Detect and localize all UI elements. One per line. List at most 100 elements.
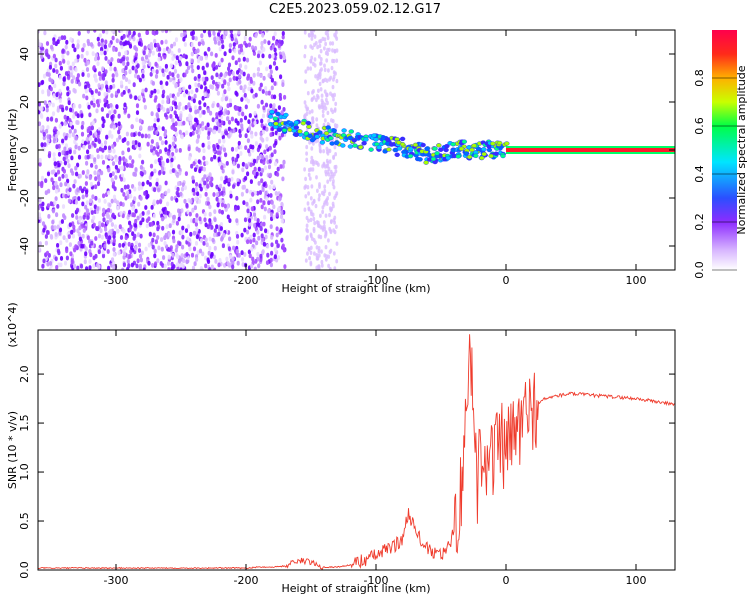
noise-speck — [192, 161, 196, 166]
noise-speck — [82, 93, 86, 99]
noise-speck — [310, 97, 314, 103]
noise-speck — [221, 168, 225, 174]
noise-speck — [331, 109, 335, 115]
noise-speck — [199, 266, 203, 270]
noise-speck — [221, 83, 225, 89]
noise-speck — [259, 73, 263, 78]
noise-speck — [213, 129, 217, 135]
noise-speck — [136, 232, 140, 238]
noise-speck — [61, 48, 65, 54]
noise-speck — [305, 235, 309, 241]
noise-speck — [212, 79, 216, 85]
noise-speck — [126, 184, 130, 190]
noise-speck — [201, 65, 205, 71]
noise-speck — [333, 266, 337, 270]
noise-speck — [184, 89, 189, 95]
noise-speck — [132, 82, 136, 88]
noise-speck — [147, 133, 151, 139]
noise-speck — [323, 188, 327, 194]
noise-speck — [327, 263, 330, 269]
noise-speck — [58, 123, 62, 129]
noise-speck — [57, 162, 61, 168]
noise-speck — [313, 251, 316, 256]
x-tick-label: -100 — [364, 274, 389, 287]
noise-speck — [86, 60, 90, 66]
noise-speck — [74, 244, 78, 250]
noise-speck — [161, 99, 165, 105]
noise-speck — [179, 77, 183, 83]
noise-speck — [136, 63, 140, 69]
noise-speck — [249, 197, 253, 203]
noise-speck — [280, 218, 284, 224]
x-tick-label: -300 — [104, 274, 129, 287]
noise-speck — [306, 251, 309, 256]
noise-speck — [122, 228, 126, 234]
noise-speck — [309, 44, 313, 49]
noise-speck — [215, 192, 219, 197]
noise-speck — [239, 69, 244, 75]
noise-speck — [214, 65, 219, 70]
noise-speck — [225, 161, 229, 166]
noise-speck — [91, 120, 95, 126]
noise-speck — [242, 56, 246, 62]
noise-speck — [195, 213, 199, 218]
noise-speck — [327, 148, 330, 153]
noise-speck — [257, 166, 261, 172]
noise-speck — [183, 42, 187, 47]
noise-speck — [253, 222, 257, 228]
noise-speck — [215, 224, 219, 230]
noise-speck — [218, 161, 222, 167]
noise-speck — [139, 257, 143, 263]
noise-speck — [99, 228, 103, 234]
noise-speck — [84, 84, 88, 90]
track-blob — [314, 134, 320, 139]
noise-speck — [127, 79, 131, 85]
noise-speck — [77, 154, 82, 160]
noise-speck — [208, 267, 212, 270]
noise-speck — [74, 67, 78, 73]
noise-speck — [71, 43, 75, 49]
noise-speck — [41, 89, 45, 95]
noise-speck — [252, 212, 257, 218]
noise-speck — [90, 154, 94, 160]
chart-title: C2E5.2023.059.02.12.G17 — [268, 2, 442, 17]
noise-speck — [107, 239, 111, 245]
noise-speck — [264, 234, 268, 240]
y-tick-label: 0.0 — [18, 561, 31, 579]
noise-speck — [151, 244, 155, 250]
track-blob — [424, 146, 430, 152]
noise-speck — [161, 68, 165, 74]
y-tick-label: 20 — [18, 95, 31, 109]
noise-speck — [321, 113, 325, 118]
noise-speck — [116, 205, 120, 211]
noise-speck — [124, 85, 128, 91]
noise-speck — [117, 250, 121, 256]
noise-speck — [115, 38, 119, 44]
noise-speck — [61, 150, 65, 156]
noise-speck — [167, 188, 171, 194]
noise-speck — [224, 96, 229, 101]
noise-speck — [51, 111, 56, 117]
noise-speck — [161, 30, 165, 33]
noise-speck — [251, 256, 255, 262]
noise-speck — [214, 53, 218, 58]
noise-speck — [318, 75, 322, 80]
noise-speck — [76, 162, 80, 168]
noise-speck — [153, 38, 157, 44]
colorbar-tick-label: 0.4 — [693, 165, 706, 183]
noise-speck — [100, 107, 104, 112]
noise-speck — [252, 158, 257, 164]
noise-speck — [38, 215, 42, 220]
noise-speck — [153, 88, 157, 94]
noise-speck — [50, 44, 54, 50]
noise-speck — [325, 92, 328, 97]
noise-speck — [246, 171, 250, 177]
noise-speck — [314, 41, 318, 46]
noise-speck — [155, 141, 159, 147]
noise-speck — [92, 255, 96, 261]
noise-speck — [113, 224, 118, 230]
noise-speck — [62, 193, 66, 199]
bottom-x-axis: -300 -200 -100 0 100 — [104, 330, 647, 587]
noise-speck — [328, 212, 331, 218]
noise-speck — [41, 201, 45, 207]
